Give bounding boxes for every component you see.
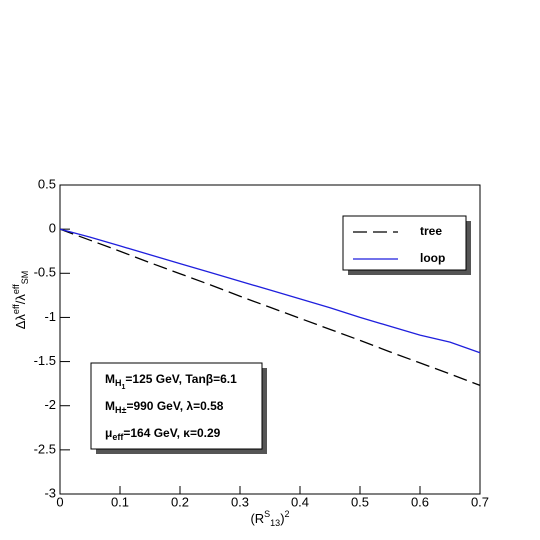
x-axis-label-part: ) <box>280 511 284 526</box>
y-tick-label: -0.5 <box>34 265 56 280</box>
y-tick-label: 0 <box>49 221 56 236</box>
x-tick-label: 0.1 <box>111 494 129 509</box>
series-line <box>59 228 481 387</box>
y-axis-label-part: eff <box>11 284 21 294</box>
plot-frame <box>59 184 481 495</box>
annotation-part: =990 GeV, λ=0.58 <box>126 399 223 413</box>
y-tick-label: 0.5 <box>38 176 56 191</box>
x-axis-label-part: (R <box>250 511 264 526</box>
x-axis-label: (RS13)2 <box>250 509 289 528</box>
annotation-part: μ <box>105 426 112 440</box>
annotation-part: =164 GeV, κ=0.29 <box>123 426 220 440</box>
y-axis-label-part: eff <box>11 304 21 314</box>
annotation-part: =125 GeV, Tanβ=6.1 <box>125 372 237 386</box>
x-axis-label-part: 13 <box>270 518 280 528</box>
annotation: MH±=990 GeV, λ=0.58 <box>105 399 224 415</box>
annotation-box <box>90 362 263 450</box>
annotation-part: M <box>105 372 115 386</box>
y-tick-label: -2 <box>44 397 56 412</box>
y-axis-label-part: /λ <box>13 294 28 305</box>
legend-label: tree <box>420 224 442 238</box>
x-tick-label: 0 <box>56 494 63 509</box>
x-axis-label-part: S <box>264 509 270 519</box>
x-tick-label: 0.3 <box>231 494 249 509</box>
x-tick-label: 0.7 <box>471 494 489 509</box>
annotation-part: eff <box>112 432 124 442</box>
x-tick-label: 0.5 <box>351 494 369 509</box>
x-tick-label: 0.4 <box>291 494 309 509</box>
series-line <box>59 228 481 354</box>
legend-box <box>342 215 467 271</box>
y-axis-label: Δλeff/λeffSM <box>11 271 30 330</box>
y-tick-label: -3 <box>44 485 56 500</box>
y-axis-label-part: Δλ <box>13 314 28 330</box>
y-tick-label: -2.5 <box>34 441 56 456</box>
annotation-part: H± <box>115 405 126 415</box>
legend-label: loop <box>420 251 445 265</box>
annotation: MH1=125 GeV, Tanβ=6.1 <box>105 372 237 391</box>
annotation: μeff=164 GeV, κ=0.29 <box>105 426 221 442</box>
x-tick-label: 0.2 <box>171 494 189 509</box>
x-axis-label-part: 2 <box>285 509 290 519</box>
x-tick-label: 0.6 <box>411 494 429 509</box>
y-tick-label: -1.5 <box>34 353 56 368</box>
annotation-part: H <box>115 378 122 388</box>
y-tick-label: -1 <box>44 309 56 324</box>
y-axis-label-part: SM <box>20 271 30 285</box>
annotation-part: 1 <box>122 384 126 391</box>
annotation-part: M <box>105 399 115 413</box>
